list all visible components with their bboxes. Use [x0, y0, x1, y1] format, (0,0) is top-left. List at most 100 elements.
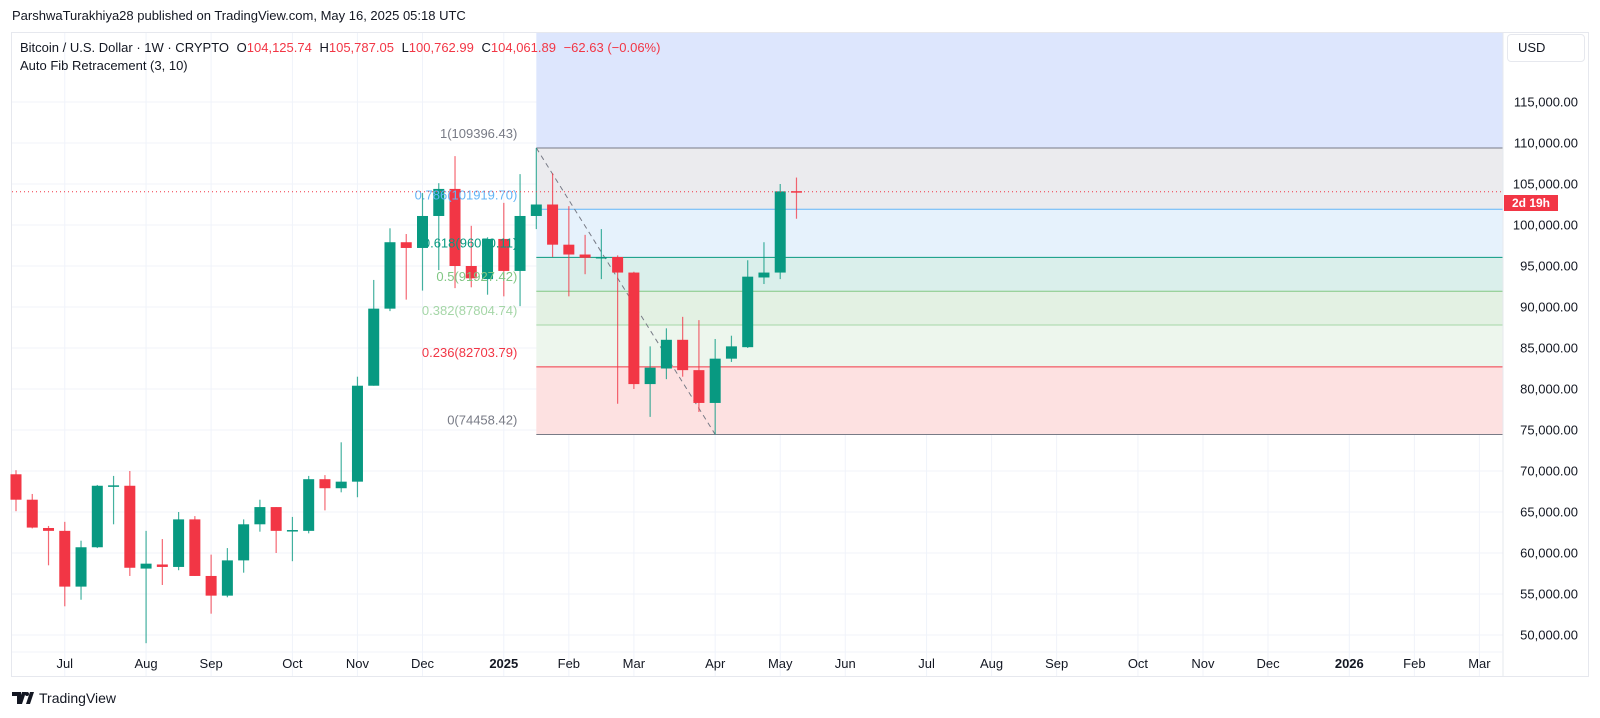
candle: [319, 475, 331, 511]
candle-body: [644, 367, 656, 385]
fib-zone: [536, 147, 1503, 210]
time-tick-label: Dec: [411, 656, 435, 671]
candle: [205, 554, 217, 614]
candle-body: [303, 479, 315, 531]
candle-body: [221, 560, 233, 596]
candle: [400, 234, 412, 300]
candle: [417, 193, 428, 291]
candle-body: [725, 346, 737, 359]
candle: [530, 147, 542, 230]
fib-level-label: 0(74458.42): [447, 412, 517, 427]
time-tick-label: Oct: [282, 656, 303, 671]
candle: [693, 320, 705, 412]
price-tick-label: 105,000.00: [1513, 177, 1578, 192]
price-tick-label: 100,000.00: [1513, 218, 1578, 233]
price-tick-label: 75,000.00: [1520, 423, 1578, 438]
chart-legend: Bitcoin / U.S. Dollar · 1W · CRYPTO O104…: [20, 39, 664, 75]
candle-body: [579, 254, 591, 258]
price-tick-label: 115,000.00: [1514, 95, 1578, 110]
candle-body: [693, 370, 705, 403]
time-tick-label: Nov: [1191, 656, 1215, 671]
candle: [140, 530, 152, 644]
tradingview-logo[interactable]: TradingView: [12, 690, 116, 706]
candle-body: [189, 519, 201, 576]
low-value: 100,762.99: [408, 40, 474, 55]
currency-button[interactable]: USD: [1507, 34, 1585, 62]
candle: [43, 525, 55, 566]
time-tick-label: 2026: [1335, 656, 1364, 671]
time-tick-label: Mar: [1468, 656, 1491, 671]
candle: [124, 471, 136, 576]
fib-level-label: 0.786(101919.70): [415, 187, 518, 202]
price-tick-label: 90,000.00: [1520, 300, 1578, 315]
candle-body: [612, 256, 624, 273]
candle-body: [677, 339, 689, 371]
candle-body: [660, 339, 672, 369]
candle-body: [449, 188, 461, 266]
candle: [335, 442, 347, 493]
time-tick-label: Aug: [135, 656, 158, 671]
candle-body: [384, 242, 396, 309]
candle-body: [270, 507, 282, 531]
candle-body: [254, 507, 266, 525]
time-tick-label: Sep: [200, 656, 223, 671]
candle: [108, 475, 120, 525]
candle: [173, 512, 185, 571]
time-tick-label: Jul: [56, 656, 73, 671]
candle-body: [75, 547, 87, 587]
fib-level-label: 1(109396.43): [440, 126, 517, 141]
candle-body: [498, 238, 510, 271]
candle-body: [595, 256, 607, 259]
candle-body: [10, 474, 22, 500]
time-tick-label: 2025: [489, 656, 518, 671]
fib-level-label: 0.618(96050.11): [423, 235, 517, 250]
time-tick-label: Mar: [623, 656, 646, 671]
candle-body: [319, 479, 331, 489]
candle: [238, 519, 250, 573]
candle-body: [758, 272, 770, 278]
indicator-label[interactable]: Auto Fib Retracement (3, 10): [20, 58, 188, 73]
candle-body: [417, 215, 428, 248]
time-tick-label: Dec: [1256, 656, 1280, 671]
candle-body: [482, 238, 494, 280]
candle: [709, 338, 721, 435]
candle: [75, 540, 87, 600]
candle: [628, 271, 640, 389]
candle-body: [140, 563, 152, 569]
candle-body: [286, 530, 298, 532]
candle-body: [108, 485, 120, 487]
candle: [498, 202, 510, 297]
symbol-title[interactable]: Bitcoin / U.S. Dollar · 1W · CRYPTO: [20, 40, 230, 55]
candle: [612, 255, 624, 404]
time-tick-label: Jul: [918, 656, 935, 671]
time-tick-label: Sep: [1045, 656, 1068, 671]
candle-body: [43, 527, 55, 531]
fib-zone: [536, 291, 1503, 326]
candle-body: [742, 276, 754, 348]
fib-zone: [536, 33, 1503, 148]
candle-body: [91, 485, 103, 548]
candle: [368, 279, 380, 386]
candle: [563, 206, 575, 297]
time-tick-label: Aug: [980, 656, 1003, 671]
close-value: 104,061.89: [490, 40, 556, 55]
candle-body: [368, 308, 380, 386]
fib-zone: [536, 366, 1503, 435]
candle-body: [563, 244, 575, 255]
candle: [254, 499, 266, 532]
candle-body: [59, 530, 71, 587]
candle-body: [205, 575, 217, 596]
candle-body: [238, 524, 250, 561]
chart-frame: [11, 32, 1589, 677]
price-tick-label: 110,000.00: [1514, 136, 1578, 151]
candle: [189, 516, 201, 576]
candle-body: [774, 191, 786, 273]
change-value: −62.63 (−0.06%): [563, 40, 661, 55]
candle: [221, 548, 233, 598]
time-tick-label: Apr: [705, 656, 726, 671]
candle-body: [156, 564, 168, 567]
price-tick-label: 80,000.00: [1520, 382, 1578, 397]
candle: [270, 507, 282, 553]
candle: [644, 346, 656, 417]
